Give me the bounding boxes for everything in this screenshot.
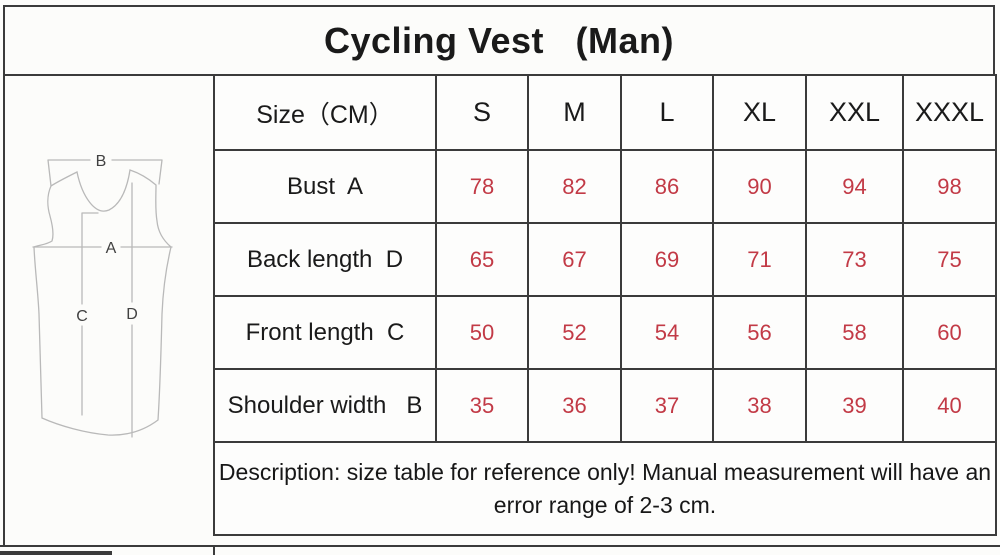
description-row: Description: size table for reference on… (213, 441, 997, 536)
row-label-shoulder-width: Shoulder width B (213, 368, 437, 443)
shoulder-width-value-xxl: 39 (805, 368, 904, 443)
row-label-front-length: Front length C (213, 295, 437, 370)
bust-value-m: 82 (527, 149, 622, 224)
bust-value-xxl: 94 (805, 149, 904, 224)
row-label-back-length: Back length D (213, 222, 437, 297)
shoulder-width-value-m: 36 (527, 368, 622, 443)
table-row-front-length: Front length C 50 52 54 56 58 60 (213, 295, 997, 370)
back-length-value-s: 65 (435, 222, 529, 297)
header-size-l: L (620, 74, 714, 151)
title-box: Cycling Vest (Man) (3, 5, 995, 76)
header-size-xl: XL (712, 74, 807, 151)
shoulder-width-value-xl: 38 (712, 368, 807, 443)
cropped-row-edge (0, 551, 112, 555)
measure-label-c: C (76, 308, 88, 325)
back-length-value-l: 69 (620, 222, 714, 297)
vest-sketch-svg: B A C D (32, 153, 173, 438)
vest-outline (32, 159, 173, 438)
measure-label-b: B (96, 153, 107, 170)
header-size-xxxl: XXXL (902, 74, 997, 151)
bust-value-l: 86 (620, 149, 714, 224)
front-length-value-s: 50 (435, 295, 529, 370)
header-size-m: M (527, 74, 622, 151)
front-length-value-xxxl: 60 (902, 295, 997, 370)
bust-value-s: 78 (435, 149, 529, 224)
shoulder-width-value-xxxl: 40 (902, 368, 997, 443)
bottom-rule (0, 545, 1000, 547)
table-row-shoulder-width: Shoulder width B 35 36 37 38 39 40 (213, 368, 997, 443)
bust-value-xl: 90 (712, 149, 807, 224)
table-header-row: Size（CM） S M L XL XXL XXXL (213, 74, 997, 151)
front-length-value-xxl: 58 (805, 295, 904, 370)
back-length-value-xxxl: 75 (902, 222, 997, 297)
header-size-cm: Size（CM） (213, 74, 437, 151)
header-size-s: S (435, 74, 529, 151)
measure-label-a: A (106, 240, 117, 257)
measure-label-d: D (126, 306, 138, 323)
back-length-value-m: 67 (527, 222, 622, 297)
page-title: Cycling Vest (Man) (323, 19, 675, 61)
row-label-bust: Bust A (213, 149, 437, 224)
header-size-xxl: XXL (805, 74, 904, 151)
front-length-value-xl: 56 (712, 295, 807, 370)
table-row-back-length: Back length D 65 67 69 71 73 75 (213, 222, 997, 297)
table-row-bust: Bust A 78 82 86 90 94 98 (213, 149, 997, 224)
front-length-value-m: 52 (527, 295, 622, 370)
shoulder-width-value-s: 35 (435, 368, 529, 443)
vest-diagram: B A C D (3, 74, 215, 546)
shoulder-width-value-l: 37 (620, 368, 714, 443)
bust-value-xxxl: 98 (902, 149, 997, 224)
size-table: Size（CM） S M L XL XXL XXXL Bust A 78 82 … (213, 74, 997, 536)
description-text: Description: size table for reference on… (213, 441, 997, 536)
back-length-value-xl: 71 (712, 222, 807, 297)
front-length-value-l: 54 (620, 295, 714, 370)
back-length-value-xxl: 73 (805, 222, 904, 297)
bottom-divider-stub (213, 545, 215, 555)
